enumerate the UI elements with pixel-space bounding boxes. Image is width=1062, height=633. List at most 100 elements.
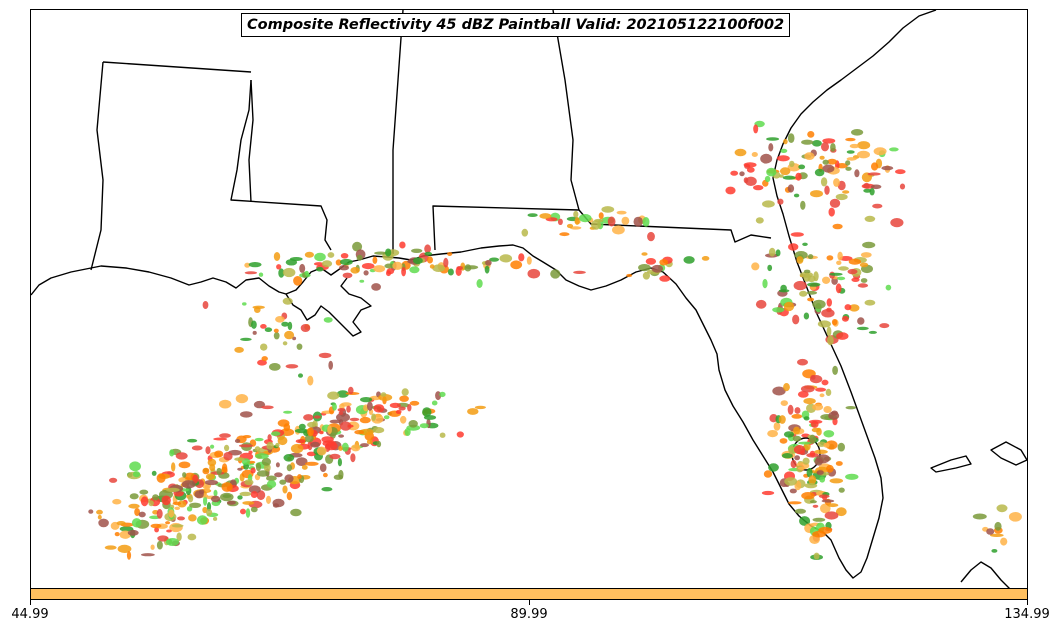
paintball-blob — [338, 434, 344, 438]
paintball-blob — [384, 263, 395, 269]
state-border-al-ga — [552, 10, 580, 211]
paintball-blob — [221, 482, 233, 492]
paintball-blob — [347, 424, 354, 428]
paintball-blob — [313, 262, 324, 266]
paintball-blob — [780, 167, 791, 176]
paintball-blob — [237, 467, 243, 471]
paintball-blob — [234, 457, 245, 462]
paintball-blob — [333, 474, 344, 480]
paintball-blob — [815, 387, 827, 392]
paintball-blob — [817, 320, 832, 328]
paintball-blob — [527, 213, 538, 218]
paintball-blob — [275, 462, 280, 468]
paintball-blob — [781, 453, 793, 459]
paintball-blob — [214, 450, 224, 458]
paintball-blob — [300, 324, 311, 332]
paintball-blob — [790, 459, 797, 469]
paintball-blob — [264, 327, 273, 333]
paintball-blob — [573, 210, 579, 218]
paintball-blob — [485, 259, 492, 266]
paintball-blob — [213, 437, 228, 441]
paintball-blob — [187, 438, 198, 443]
bahamas-island-1 — [930, 455, 972, 473]
paintball-blob — [131, 518, 142, 528]
paintball-blob — [261, 405, 274, 410]
paintball-blob — [342, 272, 353, 279]
paintball-blob — [235, 394, 249, 404]
paintball-blob — [252, 330, 257, 335]
paintball-blob — [821, 142, 829, 152]
paintball-blob — [796, 256, 804, 264]
paintball-blob — [219, 399, 232, 409]
paintball-blob — [376, 440, 382, 448]
paintball-blob — [328, 360, 334, 370]
paintball-blob — [256, 490, 266, 501]
paintball-blob — [860, 278, 868, 283]
paintball-blob — [794, 407, 801, 414]
paintball-blob — [165, 521, 171, 525]
paintball-blob — [851, 277, 860, 282]
paintball-blob — [167, 471, 173, 475]
paintball-blob — [138, 511, 146, 518]
paintball-blob — [447, 268, 454, 276]
paintball-blob — [270, 431, 281, 437]
paintball-blob — [367, 401, 373, 411]
paintball-blob — [429, 264, 435, 269]
paintball-blob — [389, 402, 401, 409]
paintball-blob — [845, 160, 851, 166]
paintball-blob — [801, 492, 815, 500]
paintball-blob — [141, 553, 155, 557]
paintball-blob — [443, 257, 449, 268]
paintball-blob — [889, 147, 899, 152]
paintball-blob — [220, 492, 234, 502]
paintball-blob — [797, 391, 809, 398]
paintball-blob — [832, 365, 838, 375]
paintball-blob — [383, 415, 390, 420]
paintball-blob — [338, 411, 344, 415]
paintball-blob — [261, 457, 271, 466]
paintball-blob — [890, 218, 904, 228]
paintball-blob — [304, 461, 319, 466]
paintball-blob — [755, 217, 764, 224]
paintball-blob — [826, 464, 834, 473]
colorbar-tick-label: 134.99 — [1004, 607, 1050, 622]
paintball-blob — [607, 216, 616, 227]
paintball-blob — [762, 200, 775, 208]
paintball-blob — [240, 337, 252, 341]
paintball-blob — [202, 467, 210, 475]
paintball-blob — [175, 452, 188, 460]
paintball-blob — [401, 267, 406, 277]
paintball-blob — [845, 406, 857, 410]
paintball-blob — [197, 515, 208, 525]
paintball-blob — [419, 423, 429, 429]
paintball-blob — [371, 283, 381, 291]
paintball-blob — [327, 252, 335, 258]
paintball-blob — [189, 502, 202, 508]
paintball-blob — [823, 430, 835, 438]
paintball-blob — [273, 252, 281, 261]
paintball-blob — [872, 203, 883, 209]
paintball-blob — [739, 171, 745, 177]
paintball-blob — [359, 279, 365, 283]
paintball-blob — [188, 495, 194, 503]
paintball-blob — [340, 258, 353, 266]
paintball-blob — [283, 454, 295, 462]
paintball-blob — [325, 441, 338, 451]
paintball-blob — [766, 167, 777, 177]
paintball-blob — [753, 185, 764, 191]
paintball-blob — [140, 496, 149, 507]
paintball-blob — [178, 461, 191, 469]
paintball-blob — [361, 263, 375, 270]
paintball-blob — [176, 532, 182, 542]
paintball-blob — [206, 509, 213, 516]
paintball-blob — [811, 427, 821, 433]
paintball-blob — [795, 172, 802, 181]
paintball-blob — [171, 524, 184, 528]
paintball-blob — [845, 473, 859, 480]
paintball-blob — [152, 494, 159, 501]
map-canvas — [31, 10, 1027, 588]
paintball-blob — [456, 431, 464, 438]
paintball-blob — [307, 427, 314, 437]
paintball-blob — [474, 405, 486, 410]
paintball-blob — [277, 436, 288, 446]
